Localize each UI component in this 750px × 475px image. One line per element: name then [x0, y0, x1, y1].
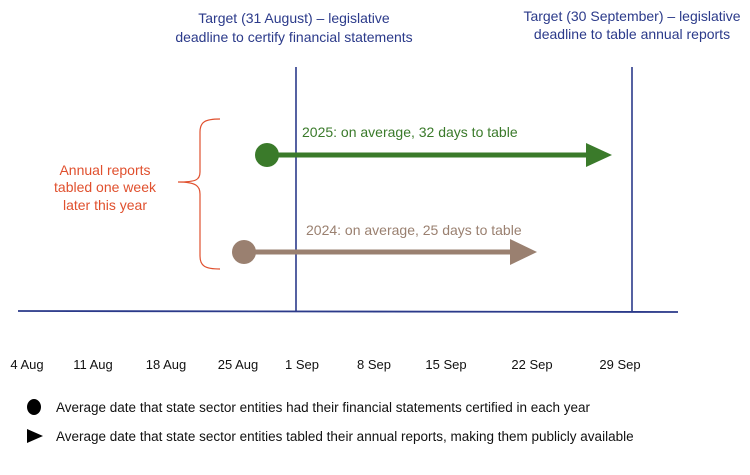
- target-1-title-line2: deadline to certify financial statements: [175, 29, 412, 45]
- triangle-icon: [27, 429, 43, 443]
- triangle-icon: [510, 239, 537, 265]
- tick-label: 22 Sep: [511, 357, 552, 372]
- tick-label: 4 Aug: [10, 357, 43, 372]
- timeline-axis: [17, 310, 679, 313]
- annotation-line1: Annual reports: [59, 162, 150, 178]
- triangle-icon: [586, 143, 612, 167]
- series-2024: 2024: on average, 25 days to table: [232, 222, 537, 265]
- circle-icon: [255, 143, 279, 167]
- annotation-line2: tabled one week: [54, 179, 157, 195]
- label-2025: 2025: on average, 32 days to table: [302, 124, 518, 140]
- tick-label: 1 Sep: [285, 357, 319, 372]
- brace-icon: [177, 118, 221, 270]
- target-2-title-line2: deadline to table annual reports: [534, 26, 730, 42]
- legend-item-certified: Average date that state sector entities …: [56, 400, 591, 415]
- tick-label: 29 Sep: [599, 357, 640, 372]
- target-1-title-line1: Target (31 August) – legislative: [198, 10, 390, 26]
- circle-icon: [232, 240, 256, 264]
- label-2024: 2024: on average, 25 days to table: [306, 222, 522, 238]
- legend: Average date that state sector entities …: [27, 399, 634, 444]
- legend-item-tabled: Average date that state sector entities …: [56, 429, 634, 444]
- tick-label: 18 Aug: [146, 357, 187, 372]
- tick-label: 25 Aug: [218, 357, 259, 372]
- annotation-line3: later this year: [63, 197, 147, 213]
- target-2-title-line1: Target (30 September) – legislative: [523, 8, 740, 24]
- tick-label: 15 Sep: [425, 357, 466, 372]
- series-2025: 2025: on average, 32 days to table: [255, 124, 612, 167]
- tick-label: 8 Sep: [357, 357, 391, 372]
- tick-label: 11 Aug: [73, 357, 113, 372]
- circle-icon: [27, 399, 41, 415]
